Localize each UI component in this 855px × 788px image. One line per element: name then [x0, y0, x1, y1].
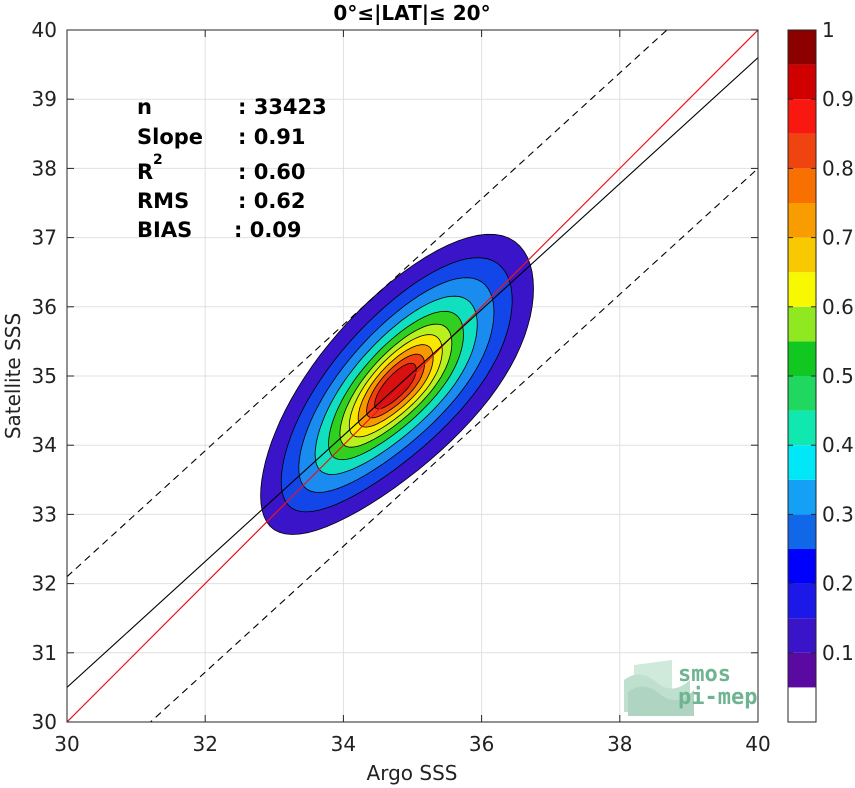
colorbar-band — [788, 376, 816, 411]
colorbar-band — [788, 652, 816, 688]
colorbar-tick-label: 0.3 — [822, 502, 854, 526]
colorbar-band — [788, 168, 816, 203]
logo-line2: pi-mep — [678, 685, 757, 710]
stat-label-r2-sup: 2 — [153, 152, 163, 168]
stats-block: n : 33423 Slope : 0.91 R 2 : 0.60 RMS : … — [137, 95, 327, 242]
stat-value-n: : 33423 — [238, 95, 327, 119]
colorbar-tick-label: 0.4 — [822, 433, 854, 457]
y-tick-label: 34 — [32, 433, 57, 457]
colorbar-band — [788, 687, 816, 722]
x-axis-ticks: 30 32 34 36 38 40 — [54, 30, 771, 756]
colorbar-tick-label: 0.9 — [822, 87, 854, 111]
y-tick-label: 30 — [32, 710, 57, 734]
x-tick-label: 38 — [607, 732, 632, 756]
colorbar-band — [788, 618, 816, 653]
colorbar-band — [788, 133, 816, 169]
x-axis-label: Argo SSS — [367, 761, 458, 785]
x-tick-label: 40 — [745, 732, 770, 756]
logo-wave-graphic — [624, 660, 694, 716]
y-tick-label: 31 — [32, 641, 57, 665]
stat-label-bias: BIAS — [137, 218, 192, 242]
colorbar-tick-label: 1 — [822, 18, 835, 42]
x-tick-label: 36 — [469, 732, 494, 756]
colorbar-band — [788, 203, 816, 238]
x-tick-label: 30 — [54, 732, 79, 756]
y-tick-label: 40 — [32, 18, 57, 42]
stat-label-rms: RMS — [137, 189, 189, 213]
colorbar-band — [788, 583, 816, 619]
stat-label-slope: Slope — [137, 125, 203, 149]
colorbar-band — [788, 410, 816, 446]
colorbar-tick-label: 0.2 — [822, 572, 854, 596]
colorbar-band — [788, 30, 816, 65]
reference-lines — [67, 30, 758, 722]
x-tick-label: 34 — [331, 732, 356, 756]
colorbar: 0.1 0.2 0.3 0.4 0.5 0.6 0.7 0.8 0.9 1 — [787, 18, 854, 723]
stat-value-r2: : 0.60 — [238, 160, 306, 184]
colorbar-band — [788, 99, 816, 134]
colorbar-band — [788, 306, 816, 342]
colorbar-band — [788, 514, 816, 549]
y-axis-ticks: 30 31 32 33 34 35 36 37 38 39 40 — [32, 18, 758, 734]
colorbar-band — [788, 237, 816, 273]
one-to-one-line — [67, 30, 758, 722]
y-tick-label: 39 — [32, 87, 57, 111]
stat-value-bias: : 0.09 — [234, 218, 302, 242]
stat-value-rms: : 0.62 — [238, 189, 306, 213]
colorbar-tick-label: 0.8 — [822, 156, 854, 180]
colorbar-tick-label: 0.7 — [822, 226, 854, 250]
stat-label-r2: R — [137, 160, 153, 184]
y-tick-label: 35 — [32, 364, 57, 388]
stat-value-slope: : 0.91 — [238, 125, 306, 149]
colorbar-band — [788, 549, 816, 584]
y-tick-label: 33 — [32, 502, 57, 526]
regression-line — [67, 57, 758, 688]
stat-label-n: n — [137, 95, 152, 119]
colorbar-tick-label: 0.6 — [822, 295, 854, 319]
y-tick-label: 37 — [32, 226, 57, 250]
y-tick-label: 32 — [32, 572, 57, 596]
y-tick-label: 38 — [32, 156, 57, 180]
logo-line1: smos — [678, 662, 731, 687]
colorbar-band — [788, 272, 816, 307]
colorbar-band — [788, 445, 816, 480]
colorbar-band — [788, 341, 816, 376]
colorbar-tick-label: 0.1 — [822, 641, 854, 665]
smos-pimep-logo: smos pi-mep — [624, 660, 757, 716]
colorbar-band — [788, 479, 816, 515]
y-tick-label: 36 — [32, 295, 57, 319]
x-tick-label: 32 — [192, 732, 217, 756]
y-axis-label: Satellite SSS — [1, 313, 25, 439]
colorbar-band — [788, 64, 816, 100]
chart-title: 0°≤|LAT|≤ 20° — [333, 1, 490, 25]
colorbar-tick-label: 0.5 — [822, 364, 854, 388]
